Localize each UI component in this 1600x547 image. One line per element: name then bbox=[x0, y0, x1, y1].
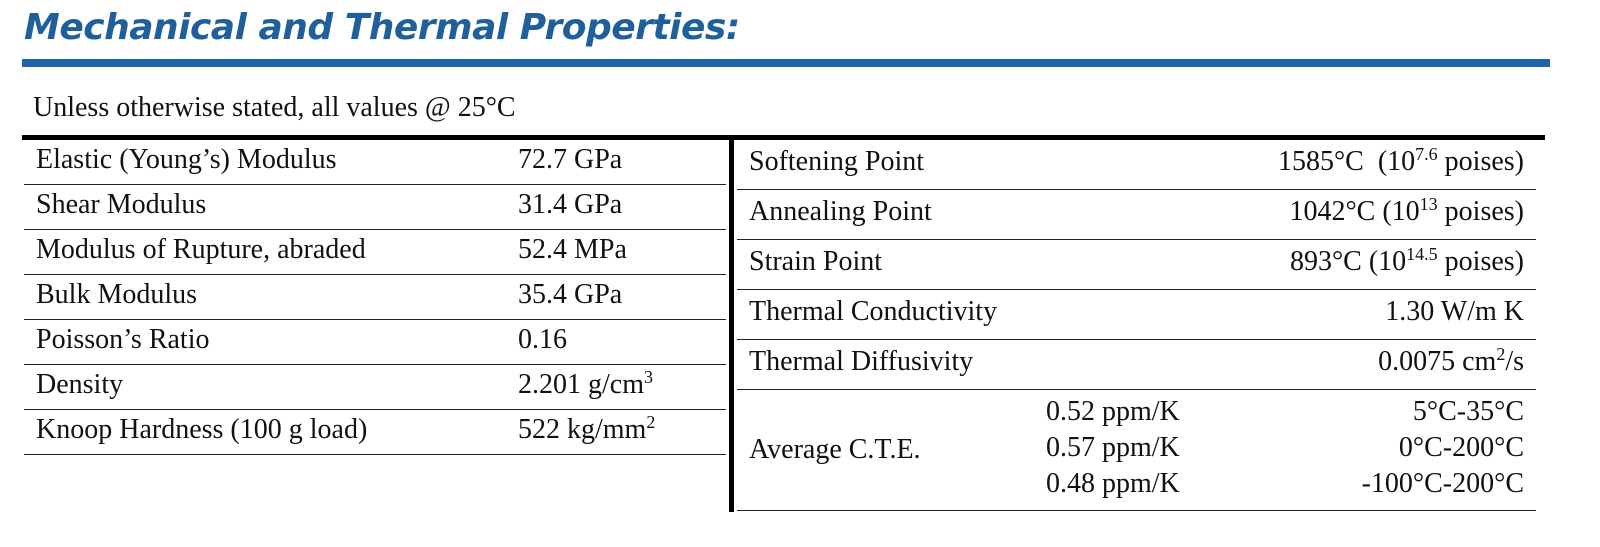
property-value: 1.30 W/m K bbox=[1385, 296, 1524, 327]
property-label: Thermal Conductivity bbox=[749, 296, 998, 327]
value-base: 2.201 g/cm bbox=[518, 369, 644, 400]
property-row-modulus-of-rupture: Modulus of Rupture, abraded 52.4 MPa bbox=[24, 230, 726, 275]
property-label: Average C.T.E. bbox=[749, 434, 921, 465]
property-value: 522 kg/mm2 bbox=[518, 412, 656, 446]
cte-entry: 0.57 ppm/K 0°C-200°C bbox=[737, 432, 1536, 468]
property-value: 0.0075 cm2/s bbox=[1378, 344, 1524, 378]
value-base: 893°C (10 bbox=[1289, 246, 1407, 277]
property-row-poissons-ratio: Poisson’s Ratio 0.16 bbox=[24, 320, 726, 365]
property-value: 2.201 g/cm3 bbox=[518, 367, 653, 401]
thermal-properties-table: Softening Point 1585°C (107.6 poises) An… bbox=[737, 140, 1536, 511]
cte-temperature-range: -100°C-200°C bbox=[1361, 468, 1524, 499]
property-value: 1042°C (1013 poises) bbox=[1289, 194, 1524, 228]
value-superscript: 14.5 bbox=[1406, 244, 1438, 264]
conditions-note: Unless otherwise stated, all values @ 25… bbox=[33, 92, 516, 123]
property-label: Density bbox=[36, 369, 124, 400]
value-base: 1042°C (10 bbox=[1289, 196, 1420, 227]
property-row-thermal-diffusivity: Thermal Diffusivity 0.0075 cm2/s bbox=[737, 340, 1536, 390]
property-value: 31.4 GPa bbox=[518, 189, 623, 220]
property-row-density: Density 2.201 g/cm3 bbox=[24, 365, 726, 410]
property-label: Shear Modulus bbox=[36, 189, 207, 220]
property-row-thermal-conductivity: Thermal Conductivity 1.30 W/m K bbox=[737, 290, 1536, 340]
property-label: Strain Point bbox=[749, 246, 883, 277]
property-value: 35.4 GPa bbox=[518, 279, 623, 310]
cte-temperature-range: 0°C-200°C bbox=[1398, 432, 1524, 463]
value-base: 522 kg/mm bbox=[518, 414, 647, 445]
property-row-annealing-point: Annealing Point 1042°C (1013 poises) bbox=[737, 190, 1536, 240]
cte-value: 0.57 ppm/K bbox=[1046, 432, 1180, 463]
value-unit: poises) bbox=[1437, 246, 1524, 277]
value-unit: poises) bbox=[1437, 146, 1524, 177]
section-title: Mechanical and Thermal Properties: bbox=[24, 7, 740, 48]
value-base: 0.0075 cm bbox=[1378, 346, 1497, 377]
property-label: Knoop Hardness (100 g load) bbox=[36, 414, 368, 445]
property-value: 893°C (1014.5 poises) bbox=[1289, 244, 1524, 278]
property-label: Elastic (Young’s) Modulus bbox=[36, 144, 337, 175]
value-superscript: 7.6 bbox=[1415, 144, 1438, 164]
property-label: Softening Point bbox=[749, 146, 925, 177]
cte-entry: 0.48 ppm/K -100°C-200°C bbox=[737, 468, 1536, 504]
property-value: 72.7 GPa bbox=[518, 144, 623, 175]
value-superscript: 3 bbox=[644, 367, 653, 387]
property-label: Thermal Diffusivity bbox=[749, 346, 974, 377]
value-base: 1585°C (10 bbox=[1277, 146, 1416, 177]
property-row-knoop-hardness: Knoop Hardness (100 g load) 522 kg/mm2 bbox=[24, 410, 726, 455]
property-label: Annealing Point bbox=[749, 196, 932, 227]
property-value: 0.16 bbox=[518, 324, 567, 355]
property-row-bulk-modulus: Bulk Modulus 35.4 GPa bbox=[24, 275, 726, 320]
property-label: Bulk Modulus bbox=[36, 279, 198, 310]
property-label: Modulus of Rupture, abraded bbox=[36, 234, 366, 265]
value-unit: poises) bbox=[1437, 196, 1524, 227]
property-row-shear-modulus: Shear Modulus 31.4 GPa bbox=[24, 185, 726, 230]
property-row-elastic-modulus: Elastic (Young’s) Modulus 72.7 GPa bbox=[24, 140, 726, 185]
cte-temperature-range: 5°C-35°C bbox=[1412, 396, 1524, 427]
value-superscript: 2 bbox=[646, 412, 656, 432]
property-label: Poisson’s Ratio bbox=[36, 324, 210, 355]
property-value: 1585°C (107.6 poises) bbox=[1277, 144, 1524, 178]
value-unit: /s bbox=[1505, 346, 1524, 377]
property-value: 52.4 MPa bbox=[518, 234, 627, 265]
cte-entry: 0.52 ppm/K 5°C-35°C bbox=[737, 396, 1536, 432]
value-superscript: 13 bbox=[1419, 194, 1438, 214]
cte-value: 0.52 ppm/K bbox=[1046, 396, 1180, 427]
value-superscript: 2 bbox=[1496, 344, 1506, 364]
table-top-rule bbox=[22, 135, 1545, 140]
table-column-divider bbox=[729, 138, 734, 512]
property-row-average-cte: Average C.T.E. 0.52 ppm/K 5°C-35°C 0.57 … bbox=[737, 390, 1536, 511]
cte-value: 0.48 ppm/K bbox=[1046, 468, 1180, 499]
mechanical-properties-table: Elastic (Young’s) Modulus 72.7 GPa Shear… bbox=[24, 140, 726, 455]
property-row-strain-point: Strain Point 893°C (1014.5 poises) bbox=[737, 240, 1536, 290]
property-row-softening-point: Softening Point 1585°C (107.6 poises) bbox=[737, 140, 1536, 190]
title-underline bbox=[22, 59, 1550, 67]
